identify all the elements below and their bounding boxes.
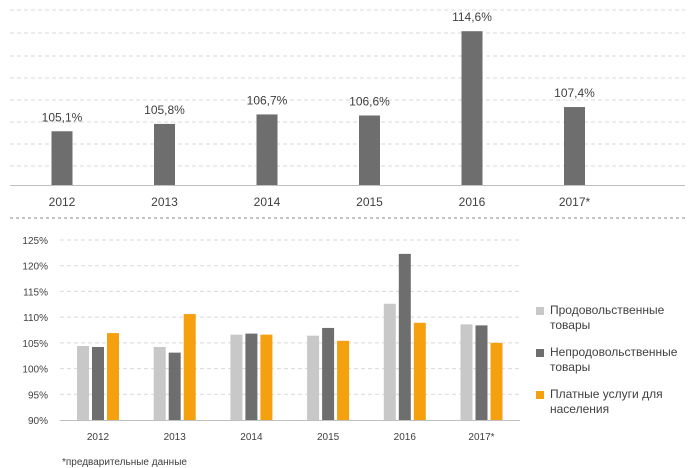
top-bar <box>154 123 175 185</box>
legend-item-services: Платные услуги для населения <box>536 387 694 417</box>
bottom-bar <box>383 303 396 420</box>
top-x-tick-label: 2014 <box>254 195 281 209</box>
top-bar <box>461 31 483 185</box>
bottom-x-tick-label: 2014 <box>240 432 263 443</box>
top-value-label: 107,4% <box>554 86 595 100</box>
bottom-bar <box>460 324 473 420</box>
top-chart-inflation-overall: 105,1% 2012 105,8% 2013 106,7% 2014 106,6% 2015… <box>10 9 685 209</box>
bottom-x-tick-label: 2016 <box>394 432 417 443</box>
legend-label-services: Платные услуги для населения <box>550 387 663 416</box>
bottom-y-tick-label: 115% <box>23 287 48 298</box>
bottom-x-tick-label: 2012 <box>87 432 110 443</box>
legend-label-food: Продовольственные товары <box>550 303 665 332</box>
bottom-y-tick-label: 100% <box>22 365 48 376</box>
bottom-bar <box>245 333 258 420</box>
top-value-label: 114,6% <box>452 10 492 24</box>
bottom-bar <box>92 346 104 420</box>
bottom-x-tick-label: 2017* <box>468 432 494 443</box>
top-x-tick-label: 2017* <box>559 195 591 209</box>
legend-item-nonfood: Непродовольственные товары <box>536 345 694 375</box>
bottom-y-tick-label: 125% <box>22 236 48 247</box>
legend-swatch-food <box>536 307 544 315</box>
top-bar <box>256 114 278 185</box>
top-x-tick-label: 2016 <box>459 195 486 209</box>
bottom-bar <box>230 334 243 420</box>
bottom-y-tick-label: 110% <box>23 313 48 324</box>
bottom-bar <box>413 322 426 420</box>
top-bar <box>51 131 73 185</box>
legend-label-nonfood: Непродовольственные товары <box>550 345 678 374</box>
top-value-label: 105,1% <box>42 110 83 124</box>
bottom-bar <box>337 340 350 420</box>
top-x-tick-label: 2012 <box>49 195 76 209</box>
bottom-chart-inflation-by-category: 90% 95% 100% 105% 110% 115% 120% 125% 2012 2013 20… <box>22 236 520 443</box>
bottom-bar <box>183 314 196 420</box>
bottom-bar <box>77 345 89 420</box>
bottom-bar <box>307 335 320 420</box>
bottom-y-tick-label: 95% <box>28 390 48 401</box>
bottom-y-tick-label: 105% <box>22 339 48 350</box>
bottom-bar <box>168 352 181 420</box>
legend-swatch-nonfood <box>536 349 544 357</box>
top-value-label: 105,8% <box>144 103 185 117</box>
bottom-x-tick-label: 2013 <box>164 432 187 443</box>
bottom-y-tick-label: 90% <box>28 416 48 427</box>
bottom-bar <box>153 346 166 420</box>
top-value-label: 106,6% <box>349 94 390 108</box>
legend-swatch-services <box>536 391 544 399</box>
bottom-y-tick-label: 120% <box>22 262 48 273</box>
top-bar <box>564 107 585 185</box>
bottom-bar <box>398 253 411 420</box>
footnote: *предварительные данные <box>62 457 187 468</box>
top-x-tick-label: 2013 <box>151 195 178 209</box>
legend-item-food: Продовольственные товары <box>536 303 694 333</box>
bottom-bar <box>475 325 488 420</box>
bottom-bar <box>107 333 119 420</box>
bottom-bar <box>490 342 503 420</box>
bottom-bar <box>260 334 273 420</box>
bottom-x-tick-label: 2015 <box>317 432 340 443</box>
bottom-bar <box>322 327 335 420</box>
top-bar <box>359 115 380 185</box>
top-x-tick-label: 2015 <box>356 195 383 209</box>
legend: Продовольственные товары Непродовольстве… <box>536 303 694 429</box>
top-value-label: 106,7% <box>247 93 288 107</box>
